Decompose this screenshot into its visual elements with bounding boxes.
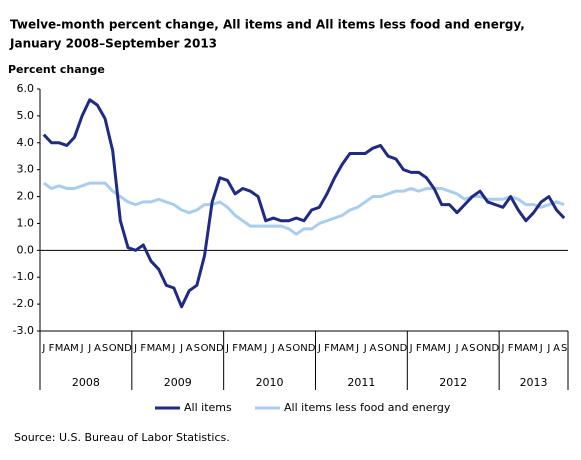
x-tick-label: A bbox=[63, 343, 70, 354]
source: Source: U.S. Bureau of Labor Statistics. bbox=[14, 431, 230, 444]
x-tick-label: A bbox=[431, 343, 438, 354]
x-tick-label: J bbox=[133, 343, 137, 354]
y-tick-label: 4.0 bbox=[17, 136, 35, 149]
x-tick-label: J bbox=[455, 343, 459, 354]
x-tick-label: J bbox=[171, 343, 175, 354]
x-tick-label: F bbox=[416, 343, 422, 354]
x-tick-label: J bbox=[87, 343, 91, 354]
y-tick-label: -3.0 bbox=[13, 324, 34, 337]
y-tick-label: 1.0 bbox=[17, 216, 35, 229]
x-tick-label: F bbox=[140, 343, 146, 354]
x-tick-label: M bbox=[330, 343, 339, 354]
x-tick-label: M bbox=[422, 343, 431, 354]
year-label: 2008 bbox=[72, 376, 100, 389]
x-tick-label: J bbox=[539, 343, 543, 354]
x-tick-label: M bbox=[238, 343, 247, 354]
x-tick-label: M bbox=[147, 343, 156, 354]
x-tick-label: F bbox=[232, 343, 238, 354]
x-tick-label: A bbox=[186, 343, 193, 354]
x-tick-label: J bbox=[447, 343, 451, 354]
x-tick-label: J bbox=[546, 343, 550, 354]
x-tick-label: J bbox=[179, 343, 183, 354]
x-tick-label: F bbox=[508, 343, 514, 354]
x-tick-label: M bbox=[529, 343, 538, 354]
x-tick-label: N bbox=[484, 343, 491, 354]
x-tick-label: M bbox=[514, 343, 523, 354]
x-tick-label: J bbox=[500, 343, 504, 354]
y-axis-label: Percent change bbox=[8, 63, 105, 76]
x-tick-label: M bbox=[162, 343, 171, 354]
x-tick-label: A bbox=[553, 343, 560, 354]
x-tick-label: S bbox=[469, 343, 475, 354]
x-tick-label: S bbox=[102, 343, 108, 354]
x-tick-label: A bbox=[369, 343, 376, 354]
year-label: 2011 bbox=[347, 376, 375, 389]
x-tick-label: O bbox=[201, 343, 209, 354]
chart-subtitle: January 2008–September 2013 bbox=[9, 37, 217, 51]
x-tick-label: J bbox=[317, 343, 321, 354]
x-tick-label: D bbox=[491, 343, 499, 354]
x-tick-label: J bbox=[355, 343, 359, 354]
year-label: 2012 bbox=[439, 376, 467, 389]
series-line bbox=[42, 98, 566, 309]
chart-title: Twelve-month percent change, All items a… bbox=[10, 18, 525, 32]
x-tick-label: N bbox=[117, 343, 124, 354]
x-tick-label: A bbox=[461, 343, 468, 354]
x-tick-label: A bbox=[155, 343, 162, 354]
x-tick-label: J bbox=[263, 343, 267, 354]
x-tick-label: S bbox=[561, 343, 567, 354]
x-tick-label: O bbox=[292, 343, 300, 354]
x-tick-label: D bbox=[124, 343, 132, 354]
year-label: 2013 bbox=[520, 376, 548, 389]
year-label: 2009 bbox=[164, 376, 192, 389]
x-tick-label: A bbox=[247, 343, 254, 354]
x-tick-label: O bbox=[476, 343, 484, 354]
x-tick-label: A bbox=[339, 343, 346, 354]
x-tick-label: M bbox=[346, 343, 355, 354]
x-tick-label: O bbox=[384, 343, 392, 354]
x-tick-label: N bbox=[208, 343, 215, 354]
x-tick-label: S bbox=[286, 343, 292, 354]
x-tick-label: A bbox=[94, 343, 101, 354]
x-tick-label: O bbox=[109, 343, 117, 354]
x-tick-label: J bbox=[409, 343, 413, 354]
y-tick-label: 3.0 bbox=[17, 163, 35, 176]
series-line bbox=[42, 181, 565, 236]
y-tick-label: 2.0 bbox=[17, 190, 35, 203]
x-tick-label: F bbox=[324, 343, 330, 354]
x-tick-label: M bbox=[55, 343, 64, 354]
legend-label: All items less food and energy bbox=[284, 401, 451, 414]
x-tick-label: J bbox=[80, 343, 84, 354]
x-tick-label: S bbox=[194, 343, 200, 354]
x-tick-label: D bbox=[216, 343, 224, 354]
y-tick-label: 6.0 bbox=[17, 82, 35, 95]
y-tick-label: -2.0 bbox=[13, 297, 34, 310]
y-tick-label: 5.0 bbox=[17, 109, 35, 122]
x-tick-label: A bbox=[278, 343, 285, 354]
x-tick-label: S bbox=[377, 343, 383, 354]
year-label: 2010 bbox=[256, 376, 284, 389]
x-tick-label: J bbox=[363, 343, 367, 354]
y-tick-label: -1.0 bbox=[13, 270, 34, 283]
x-tick-label: J bbox=[271, 343, 275, 354]
x-tick-label: N bbox=[392, 343, 399, 354]
legend-label: All items bbox=[184, 401, 232, 414]
x-tick-label: M bbox=[70, 343, 79, 354]
x-tick-label: N bbox=[300, 343, 307, 354]
x-tick-label: F bbox=[49, 343, 55, 354]
x-tick-label: M bbox=[437, 343, 446, 354]
x-tick-label: J bbox=[41, 343, 45, 354]
x-tick-label: M bbox=[254, 343, 263, 354]
x-tick-label: D bbox=[400, 343, 408, 354]
x-tick-label: A bbox=[522, 343, 529, 354]
x-tick-label: D bbox=[308, 343, 316, 354]
y-tick-label: 0.0 bbox=[17, 243, 35, 256]
x-tick-label: J bbox=[225, 343, 229, 354]
